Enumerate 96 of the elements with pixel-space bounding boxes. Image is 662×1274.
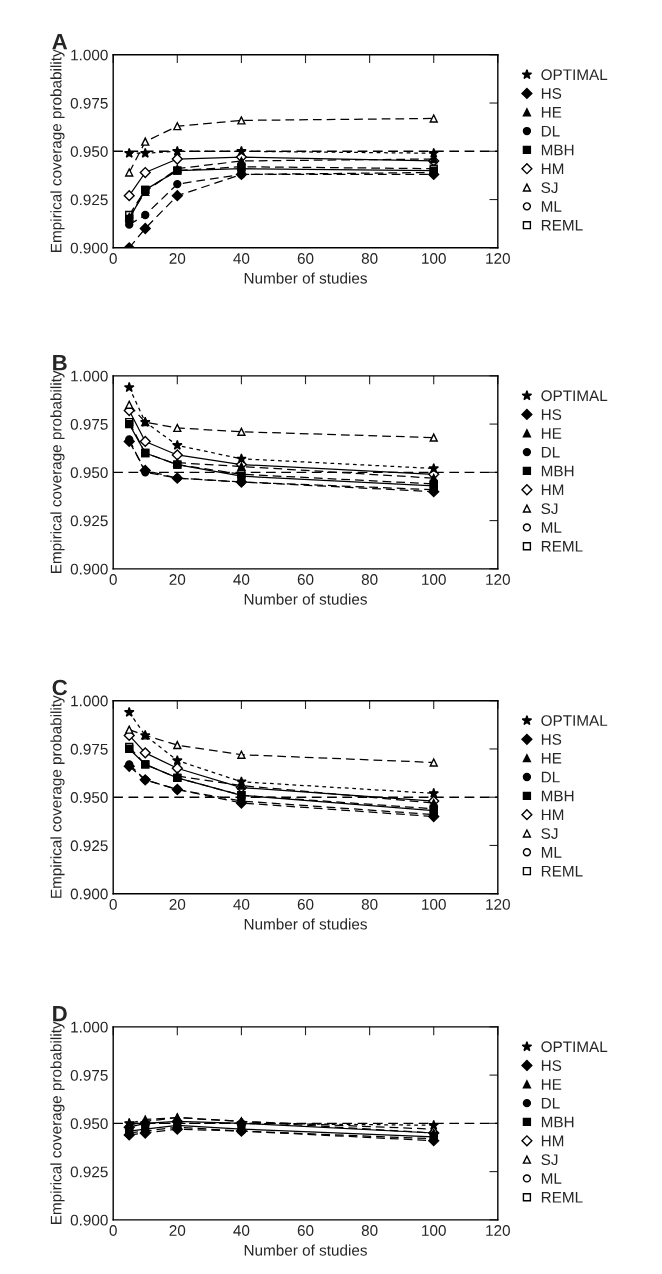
x-tick-label: 60	[297, 1225, 314, 1236]
y-tick-label: 0.925	[70, 515, 108, 527]
x-tick-label: 120	[486, 1225, 510, 1236]
x-tick-label: 80	[361, 253, 378, 264]
x-tick-label: 0	[109, 898, 117, 910]
legend-label: OPTIMAL	[541, 390, 608, 402]
x-tick-label: 120	[486, 898, 510, 910]
y-tick-label: 0.900	[70, 1214, 108, 1226]
x-tick-label: 120	[486, 574, 510, 585]
legend-label: HS	[541, 734, 562, 745]
y-tick-label: 0.975	[70, 1069, 108, 1081]
x-tick-label: 40	[233, 574, 250, 585]
y-tick-label: 0.975	[70, 97, 108, 109]
x-tick-label: 80	[361, 1225, 378, 1236]
y-tick-label: 1.000	[71, 49, 108, 61]
y-axis-title: Empirical coverage probability	[50, 1021, 65, 1224]
legend-label: HE	[541, 428, 562, 439]
y-tick-label: 0.950	[70, 467, 108, 479]
y-tick-label: 0.900	[70, 888, 108, 900]
legend-label: SJ	[541, 503, 558, 515]
y-tick-label: 0.950	[70, 792, 108, 803]
x-tick-label: 60	[297, 253, 314, 264]
x-tick-label: 100	[422, 1225, 446, 1236]
x-tick-label: 60	[297, 898, 314, 910]
legend-label: MBH	[541, 144, 574, 156]
y-tick-label: 0.950	[70, 1118, 108, 1130]
x-tick-label: 20	[169, 574, 186, 585]
legend-label: DL	[541, 446, 560, 458]
x-tick-label: 80	[361, 898, 378, 910]
x-tick-label: 40	[233, 1225, 250, 1236]
x-axis-title: Number of studies	[244, 272, 367, 284]
legend-label: ML	[541, 847, 562, 858]
y-tick-label: 0.950	[70, 146, 108, 157]
x-tick-label: 20	[169, 1225, 186, 1236]
legend-label: SJ	[541, 182, 558, 194]
legend-label: REML	[541, 541, 583, 552]
chart-title: C	[52, 679, 68, 696]
legend-label: OPTIMAL	[541, 69, 608, 81]
legend-label: ML	[541, 1173, 562, 1184]
chart-title: B	[53, 354, 67, 371]
y-axis-title: Empirical coverage probability	[50, 370, 65, 573]
y-tick-label: 0.925	[70, 1166, 108, 1178]
legend-label: REML	[541, 1192, 583, 1203]
legend-label: REML	[541, 865, 583, 877]
x-axis-title: Number of studies	[244, 593, 367, 605]
legend-label: HS	[541, 1060, 562, 1071]
y-tick-label: 0.925	[70, 840, 108, 852]
legend-label: HE	[541, 1079, 562, 1090]
x-axis-title: Number of studies	[244, 918, 367, 930]
y-tick-label: 0.975	[70, 418, 108, 430]
x-tick-label: 40	[233, 898, 250, 910]
legend-label: DL	[541, 125, 560, 137]
x-tick-label: 60	[297, 574, 314, 585]
chart-title: D	[53, 1006, 67, 1022]
legend-label: HM	[541, 484, 564, 496]
x-tick-label: 80	[361, 574, 378, 585]
y-tick-label: 0.900	[70, 242, 108, 254]
y-tick-label: 0.900	[70, 563, 108, 575]
x-axis-title: Number of studies	[244, 1244, 367, 1256]
legend-label: HS	[541, 409, 562, 420]
x-tick-label: 100	[422, 898, 446, 910]
legend-label: ML	[541, 522, 562, 533]
x-tick-label: 100	[422, 574, 446, 585]
y-tick-label: 0.975	[70, 743, 108, 755]
legend-label: HE	[541, 107, 562, 118]
x-tick-label: 120	[486, 253, 510, 264]
legend-label: HS	[541, 88, 562, 99]
legend-label: HM	[541, 1135, 564, 1147]
legend-label: HM	[541, 809, 564, 820]
legend-label: OPTIMAL	[541, 715, 608, 727]
x-tick-label: 0	[109, 574, 117, 585]
y-tick-label: 0.925	[70, 194, 108, 206]
y-axis-title: Empirical coverage probability	[50, 49, 65, 252]
x-tick-label: 20	[169, 253, 186, 264]
x-tick-label: 20	[169, 898, 186, 910]
x-tick-label: 100	[422, 253, 446, 264]
legend-label: REML	[541, 220, 583, 231]
y-axis-title: Empirical coverage probability	[50, 695, 65, 898]
y-tick-label: 1.000	[71, 1021, 108, 1033]
legend-label: OPTIMAL	[541, 1041, 608, 1053]
legend-label: DL	[541, 1097, 560, 1109]
y-tick-label: 1.000	[71, 370, 108, 382]
legend-label: HM	[541, 163, 564, 175]
x-tick-label: 0	[109, 1225, 117, 1236]
legend-label: HE	[541, 753, 562, 764]
legend-label: SJ	[541, 1154, 558, 1166]
legend-label: MBH	[541, 790, 574, 802]
legend-label: DL	[541, 771, 560, 783]
legend-label: MBH	[541, 465, 574, 477]
x-tick-label: 0	[109, 253, 117, 264]
legend-label: ML	[541, 201, 562, 212]
chart-title: A	[52, 33, 68, 50]
legend-label: MBH	[541, 1116, 574, 1128]
legend-label: SJ	[541, 828, 558, 839]
x-tick-label: 40	[233, 253, 250, 264]
y-tick-label: 1.000	[71, 695, 108, 707]
